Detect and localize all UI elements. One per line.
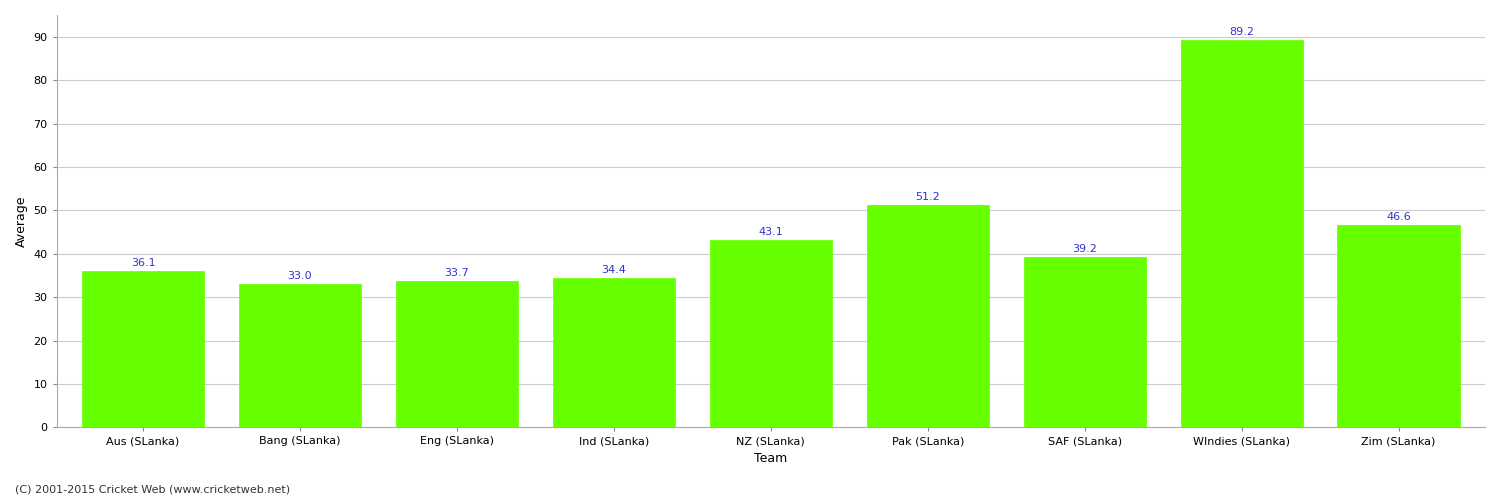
Text: 43.1: 43.1 xyxy=(759,228,783,237)
X-axis label: Team: Team xyxy=(754,452,788,465)
Bar xyxy=(710,240,833,428)
Bar xyxy=(238,284,362,428)
Text: 89.2: 89.2 xyxy=(1228,27,1254,37)
Bar xyxy=(1338,225,1460,428)
Bar xyxy=(82,270,204,428)
Text: 36.1: 36.1 xyxy=(130,258,156,268)
Bar xyxy=(552,278,675,428)
Y-axis label: Average: Average xyxy=(15,196,28,247)
Bar xyxy=(1180,40,1304,428)
Text: 33.0: 33.0 xyxy=(288,271,312,281)
Text: 33.7: 33.7 xyxy=(444,268,470,278)
Text: 34.4: 34.4 xyxy=(602,265,627,275)
Bar xyxy=(396,281,518,428)
Bar xyxy=(867,205,988,428)
Text: 51.2: 51.2 xyxy=(915,192,940,202)
Text: 39.2: 39.2 xyxy=(1072,244,1096,254)
Text: 46.6: 46.6 xyxy=(1386,212,1411,222)
Bar xyxy=(1023,257,1146,428)
Text: (C) 2001-2015 Cricket Web (www.cricketweb.net): (C) 2001-2015 Cricket Web (www.cricketwe… xyxy=(15,485,290,495)
